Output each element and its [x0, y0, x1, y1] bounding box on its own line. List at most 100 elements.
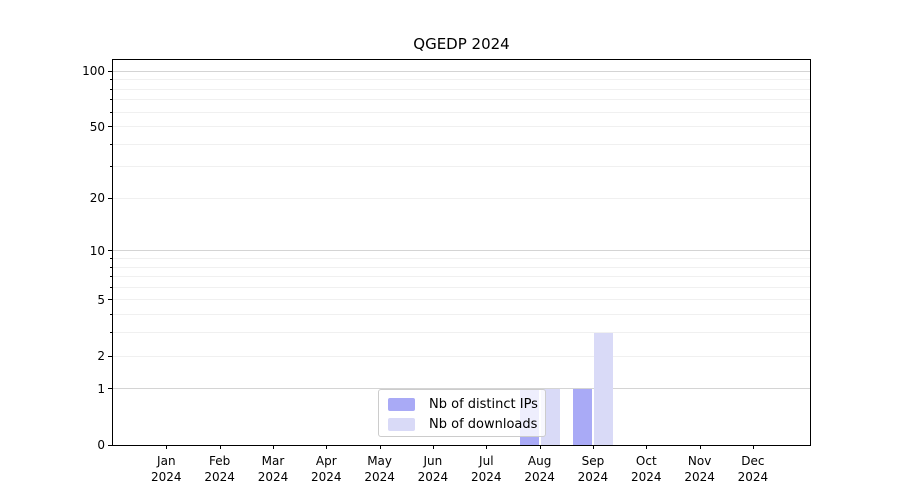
x-tick-label-dec: Dec 2024 [725, 453, 781, 485]
y-minor-tick-mark [110, 143, 113, 145]
minor-gridline [113, 79, 810, 81]
major-gridline [113, 388, 810, 390]
y-minor-tick-mark [110, 99, 113, 101]
minor-gridline [113, 332, 810, 334]
x-tick-month: Mar [261, 454, 285, 468]
y-tick-label: 0 [97, 438, 105, 452]
y-minor-tick-mark [110, 276, 113, 278]
x-tick-mark [166, 445, 168, 449]
legend-item: Nb of downloads [388, 414, 545, 434]
y-tick-label: 10 [89, 243, 105, 258]
minor-gridline [113, 314, 810, 316]
minor-gridline [113, 99, 810, 101]
minor-gridline [113, 258, 810, 259]
y-tick-mark [108, 388, 113, 390]
minor-gridline [113, 355, 810, 357]
minor-gridline [113, 299, 810, 301]
x-tick-year: 2024 [311, 470, 342, 484]
x-tick-year: 2024 [631, 470, 662, 484]
x-tick-mark [326, 445, 328, 449]
x-tick-mark [379, 445, 381, 449]
x-tick-year: 2024 [577, 470, 609, 484]
x-tick-month: Sep [581, 454, 605, 468]
x-tick-month: Jun [423, 454, 443, 468]
y-minor-tick-mark [110, 88, 113, 90]
x-tick-month: Jul [479, 454, 494, 468]
y-tick-mark [108, 355, 113, 357]
minor-gridline [113, 286, 810, 288]
y-tick-label: 5 [97, 292, 105, 307]
minor-gridline [113, 197, 810, 199]
x-tick-mark [592, 445, 594, 449]
bar-sep-nb-of-distinct-ips [572, 388, 592, 445]
legend: Nb of distinct IPs Nb of downloads [378, 389, 546, 437]
x-tick-mark [699, 445, 701, 449]
x-tick-label-oct: Oct 2024 [618, 453, 674, 485]
x-tick-label-nov: Nov 2024 [672, 453, 728, 485]
y-minor-tick-mark [110, 79, 113, 81]
minor-gridline [113, 266, 810, 268]
x-tick-year: 2024 [204, 470, 235, 484]
x-tick-month: Apr [315, 454, 337, 468]
minor-gridline [113, 143, 810, 145]
y-tick-mark [108, 444, 113, 446]
x-tick-label-feb: Feb 2024 [192, 453, 248, 485]
x-tick-label-jul: Jul 2024 [458, 453, 514, 485]
y-tick-mark [108, 299, 113, 301]
y-tick-label: 20 [89, 191, 105, 206]
y-minor-tick-mark [110, 286, 113, 288]
x-tick-year: 2024 [524, 470, 555, 484]
x-tick-year: 2024 [737, 470, 769, 484]
y-tick-label: 2 [97, 349, 105, 363]
major-gridline [113, 70, 810, 72]
x-tick-month: May [367, 454, 392, 468]
legend-swatch [388, 417, 415, 431]
minor-gridline [113, 88, 810, 90]
x-tick-label-may: May 2024 [352, 453, 408, 485]
x-tick-mark [432, 445, 434, 449]
legend-item: Nb of distinct IPs [388, 394, 545, 414]
x-tick-label-jun: Jun 2024 [405, 453, 461, 485]
chart-title: QGEDP 2024 [413, 35, 510, 53]
x-tick-year: 2024 [471, 470, 502, 484]
minor-gridline [113, 111, 810, 113]
x-tick-label-aug: Aug 2024 [512, 453, 568, 485]
x-tick-year: 2024 [417, 470, 449, 484]
x-tick-month: Feb [208, 454, 231, 468]
x-tick-month: Nov [687, 454, 712, 468]
minor-gridline [113, 126, 810, 127]
y-tick-label: 1 [97, 381, 105, 396]
y-minor-tick-mark [110, 332, 113, 334]
x-tick-year: 2024 [684, 470, 715, 484]
x-tick-label-mar: Mar 2024 [245, 453, 301, 485]
x-tick-month: Oct [635, 454, 657, 468]
x-tick-label-jan: Jan 2024 [138, 453, 194, 485]
major-gridline [113, 250, 810, 252]
x-tick-year: 2024 [257, 470, 289, 484]
y-minor-tick-mark [110, 258, 113, 259]
y-minor-tick-mark [110, 166, 113, 168]
y-minor-tick-mark [110, 314, 113, 316]
x-tick-year: 2024 [364, 470, 395, 484]
legend-label: Nb of downloads [429, 416, 538, 432]
y-tick-mark [108, 126, 113, 127]
minor-gridline [113, 166, 810, 168]
legend-label: Nb of distinct IPs [429, 396, 538, 412]
x-tick-year: 2024 [151, 470, 182, 484]
y-tick-label: 100 [82, 64, 105, 79]
y-tick-label: 50 [89, 119, 105, 134]
y-minor-tick-mark [110, 111, 113, 113]
x-tick-mark [486, 445, 488, 449]
legend-swatch [388, 397, 415, 411]
x-tick-month: Jan [157, 454, 176, 468]
x-tick-label-apr: Apr 2024 [298, 453, 354, 485]
y-minor-tick-mark [110, 266, 113, 268]
x-tick-label-sep: Sep 2024 [565, 453, 621, 485]
y-tick-mark [108, 197, 113, 199]
x-tick-mark [646, 445, 648, 449]
x-tick-month: Aug [527, 454, 552, 468]
x-tick-mark [752, 445, 754, 449]
x-tick-mark [219, 445, 221, 449]
x-tick-month: Dec [741, 454, 765, 468]
